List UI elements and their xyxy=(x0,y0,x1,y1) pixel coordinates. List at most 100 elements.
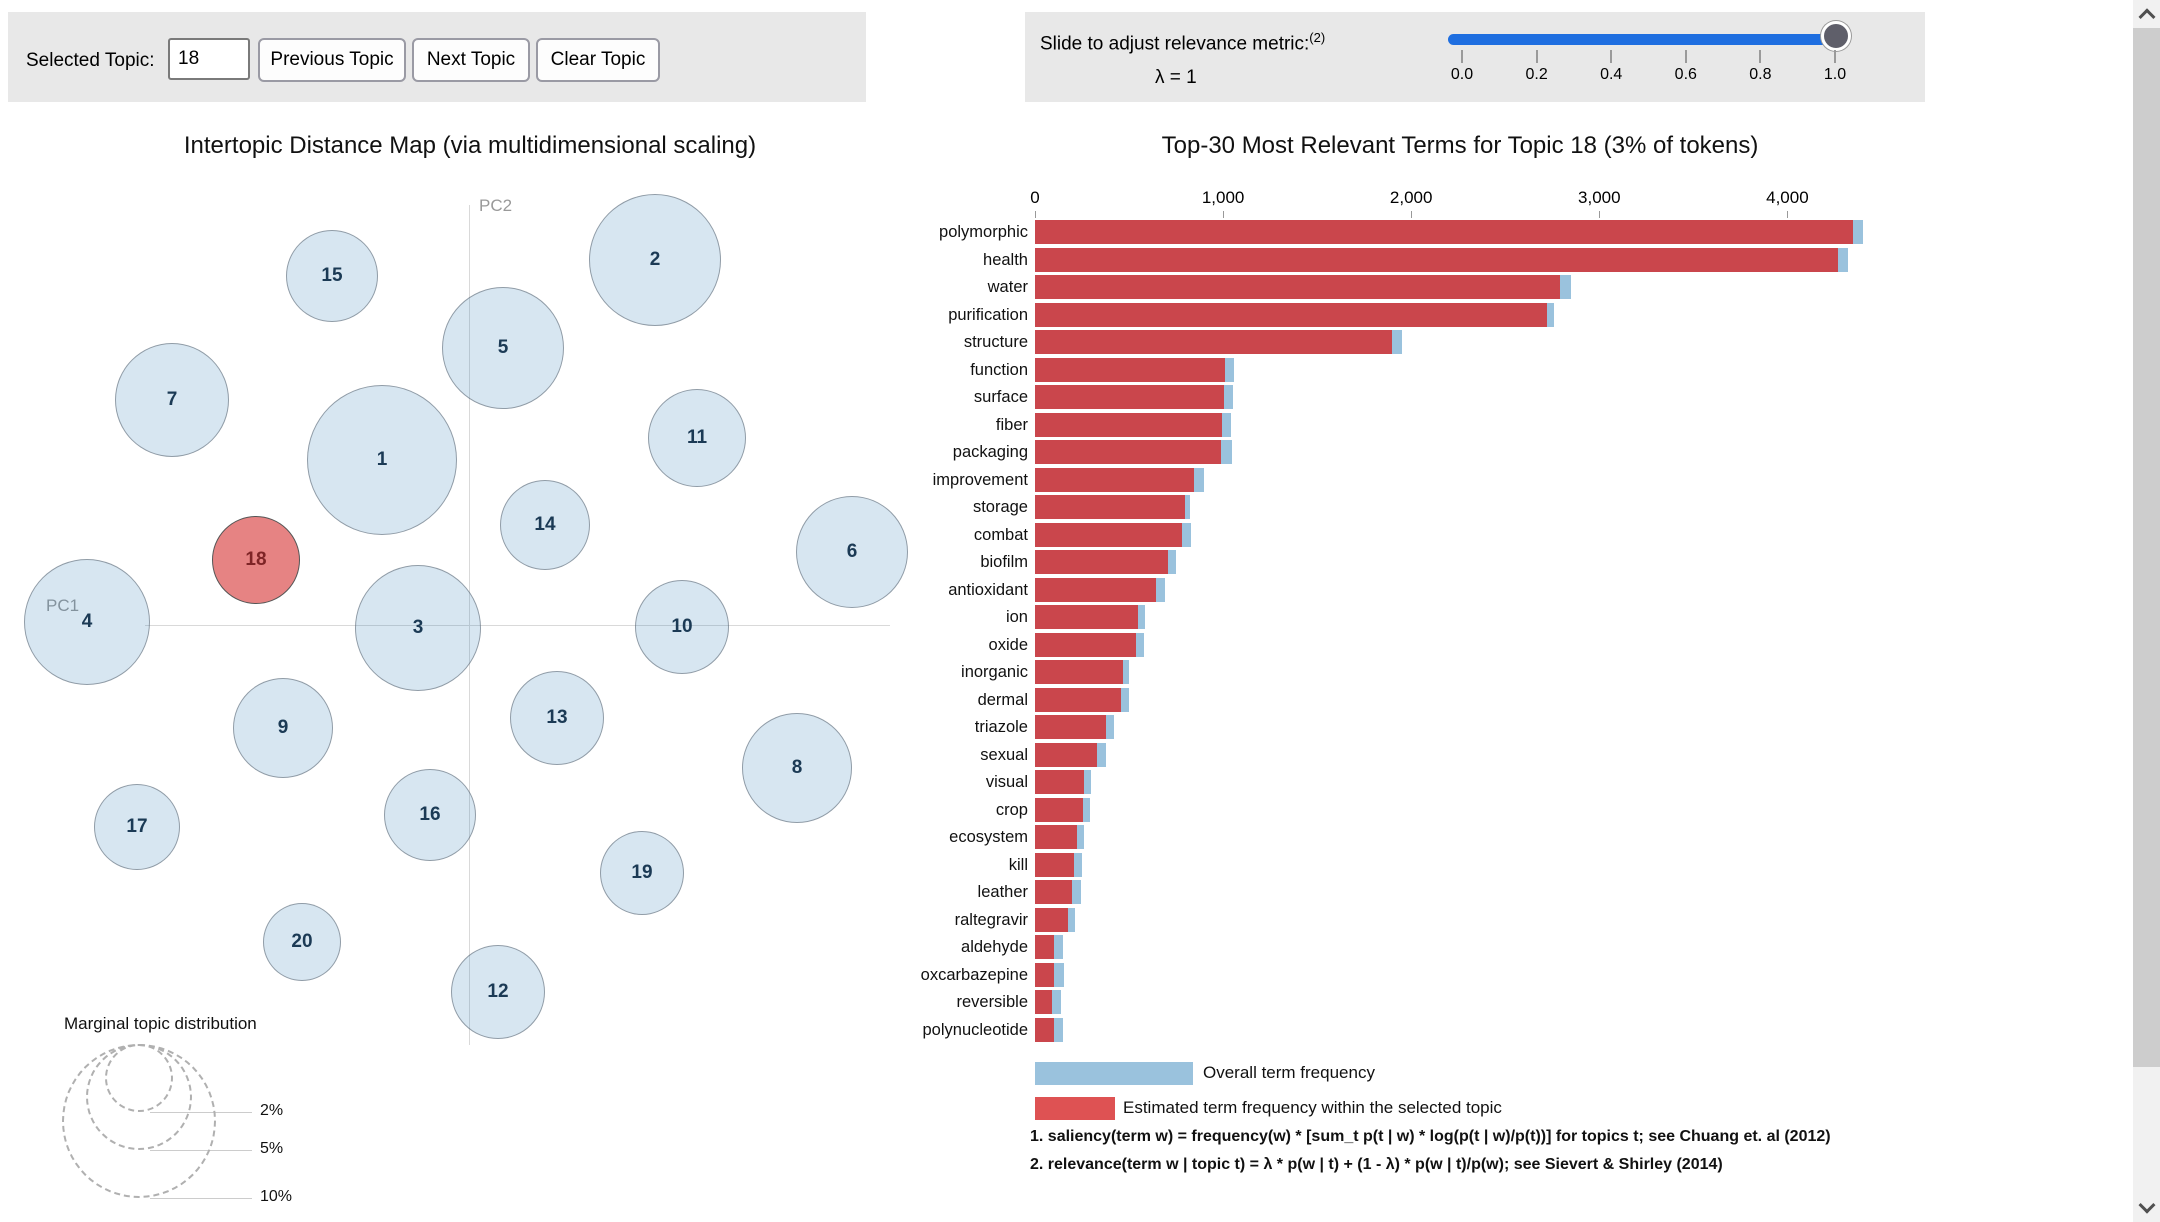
term-row-improvement[interactable]: improvement xyxy=(850,467,2100,492)
term-label: water xyxy=(987,278,1028,296)
term-row-health[interactable]: health xyxy=(850,247,2100,272)
term-row-combat[interactable]: combat xyxy=(850,522,2100,547)
relevance-footnote: 2. relevance(term w | topic t) = λ * p(w… xyxy=(1030,1156,1723,1173)
topic-frequency-bar xyxy=(1035,605,1138,629)
slider-tick-mark xyxy=(1759,50,1762,63)
topic-bubble-16[interactable]: 16 xyxy=(384,769,476,861)
term-row-triazole[interactable]: triazole xyxy=(850,715,2100,739)
topic-bubble-13[interactable]: 13 xyxy=(510,671,604,765)
topic-bubble-8[interactable]: 8 xyxy=(742,713,852,823)
topic-bubble-19[interactable]: 19 xyxy=(600,831,684,915)
topic-frequency-bar xyxy=(1035,247,1839,272)
vertical-scrollbar[interactable] xyxy=(2133,0,2160,1222)
marginal-size-circle-10% xyxy=(62,1044,216,1198)
x-axis-tick-label: 2,000 xyxy=(1389,188,1433,207)
pc2-axis-label: PC2 xyxy=(479,196,513,215)
term-row-polynucleotide[interactable]: polynucleotide xyxy=(850,1017,2100,1042)
slider-tick-label: 0.0 xyxy=(1450,66,1474,83)
term-row-packaging[interactable]: packaging xyxy=(850,440,2100,464)
term-row-sexual[interactable]: sexual xyxy=(850,742,2100,767)
topic-bubble-number: 18 xyxy=(245,549,267,570)
term-row-fiber[interactable]: fiber xyxy=(850,412,2100,437)
term-row-oxcarbazepine[interactable]: oxcarbazepine xyxy=(850,962,2100,987)
topic-frequency-bar xyxy=(1035,357,1225,382)
topic-bubble-14[interactable]: 14 xyxy=(500,480,590,570)
topic-bubble-number: 17 xyxy=(126,816,148,837)
term-row-surface[interactable]: surface xyxy=(850,385,2100,409)
topic-bubble-number: 20 xyxy=(291,931,313,952)
term-row-kill[interactable]: kill xyxy=(850,852,2100,877)
term-row-raltegravir[interactable]: raltegravir xyxy=(850,907,2100,932)
next-topic-button[interactable]: Next Topic xyxy=(412,38,530,82)
term-row-structure[interactable]: structure xyxy=(850,330,2100,354)
term-row-biofilm[interactable]: biofilm xyxy=(850,550,2100,574)
term-label: function xyxy=(970,360,1028,379)
topic-bubble-number: 7 xyxy=(166,389,178,410)
x-axis-tick-label: 1,000 xyxy=(1201,188,1245,207)
topic-frequency-bar xyxy=(1035,852,1074,877)
topic-bubble-7[interactable]: 7 xyxy=(115,343,229,457)
term-bar-chart-title: Top-30 Most Relevant Terms for Topic 18 … xyxy=(1161,132,1759,159)
term-row-aldehyde[interactable]: aldehyde xyxy=(850,935,2100,959)
term-row-ecosystem[interactable]: ecosystem xyxy=(850,825,2100,849)
term-label: biofilm xyxy=(980,553,1028,571)
topic-bubble-20[interactable]: 20 xyxy=(263,903,341,981)
topic-frequency-bar xyxy=(1035,577,1157,602)
term-row-purification[interactable]: purification xyxy=(850,302,2100,327)
topic-bubble-11[interactable]: 11 xyxy=(648,389,746,487)
term-label: dermal xyxy=(977,690,1028,709)
topic-bubble-18[interactable]: 18 xyxy=(212,516,300,604)
topic-bubble-4[interactable]: 4 xyxy=(24,559,150,685)
scroll-up-button[interactable] xyxy=(2133,0,2160,28)
topic-frequency-bar xyxy=(1035,522,1182,547)
topic-bubble-5[interactable]: 5 xyxy=(442,287,564,409)
term-row-polymorphic[interactable]: polymorphic xyxy=(850,220,2100,244)
topic-frequency-bar xyxy=(1035,412,1223,437)
scrollbar-thumb[interactable] xyxy=(2133,28,2160,1067)
scroll-down-button[interactable] xyxy=(2133,1194,2160,1222)
chevron-down-icon xyxy=(2138,1196,2155,1214)
term-label: aldehyde xyxy=(961,938,1028,956)
topic-frequency-bar xyxy=(1035,660,1124,684)
term-label: improvement xyxy=(932,470,1028,489)
x-axis-tick-mark xyxy=(1035,211,1036,218)
term-label: polymorphic xyxy=(939,223,1028,241)
term-row-storage[interactable]: storage xyxy=(850,495,2100,519)
relevance-slider-track[interactable] xyxy=(1448,34,1841,45)
topic-bubble-12[interactable]: 12 xyxy=(451,945,545,1039)
overall-frequency-label: Overall term frequency xyxy=(1203,1063,1375,1082)
topic-bubble-10[interactable]: 10 xyxy=(635,580,729,674)
topic-bubble-15[interactable]: 15 xyxy=(286,230,378,322)
topic-bubble-number: 11 xyxy=(686,427,708,448)
previous-topic-button[interactable]: Previous Topic xyxy=(258,38,406,82)
topic-bubble-number: 2 xyxy=(649,249,661,270)
x-axis-tick-mark xyxy=(1223,211,1225,218)
term-row-ion[interactable]: ion xyxy=(850,605,2100,629)
term-label: combat xyxy=(973,525,1028,544)
term-label: crop xyxy=(995,800,1028,819)
topic-bubble-6[interactable]: 6 xyxy=(796,496,908,608)
clear-topic-button[interactable]: Clear Topic xyxy=(536,38,660,82)
topic-bubble-17[interactable]: 17 xyxy=(94,784,180,870)
term-row-antioxidant[interactable]: antioxidant xyxy=(850,577,2100,602)
term-row-reversible[interactable]: reversible xyxy=(850,990,2100,1014)
topic-bubble-9[interactable]: 9 xyxy=(233,678,333,778)
topic-bubble-number: 1 xyxy=(376,449,388,470)
topic-bubble-3[interactable]: 3 xyxy=(355,565,481,691)
topic-frequency-bar xyxy=(1035,440,1222,464)
term-row-crop[interactable]: crop xyxy=(850,797,2100,822)
term-row-dermal[interactable]: dermal xyxy=(850,687,2100,712)
topic-bubble-number: 5 xyxy=(497,337,509,358)
topic-bubble-2[interactable]: 2 xyxy=(589,194,721,326)
slider-tick-label: 1.0 xyxy=(1823,66,1847,83)
term-row-leather[interactable]: leather xyxy=(850,880,2100,904)
term-row-function[interactable]: function xyxy=(850,357,2100,382)
term-row-water[interactable]: water xyxy=(850,275,2100,299)
term-label: ecosystem xyxy=(949,828,1028,846)
relevance-slider-handle[interactable] xyxy=(1821,21,1851,51)
term-row-inorganic[interactable]: inorganic xyxy=(850,660,2100,684)
term-row-oxide[interactable]: oxide xyxy=(850,632,2100,657)
topic-bubble-1[interactable]: 1 xyxy=(307,385,457,535)
selected-topic-input[interactable] xyxy=(168,38,250,80)
term-row-visual[interactable]: visual xyxy=(850,770,2100,794)
